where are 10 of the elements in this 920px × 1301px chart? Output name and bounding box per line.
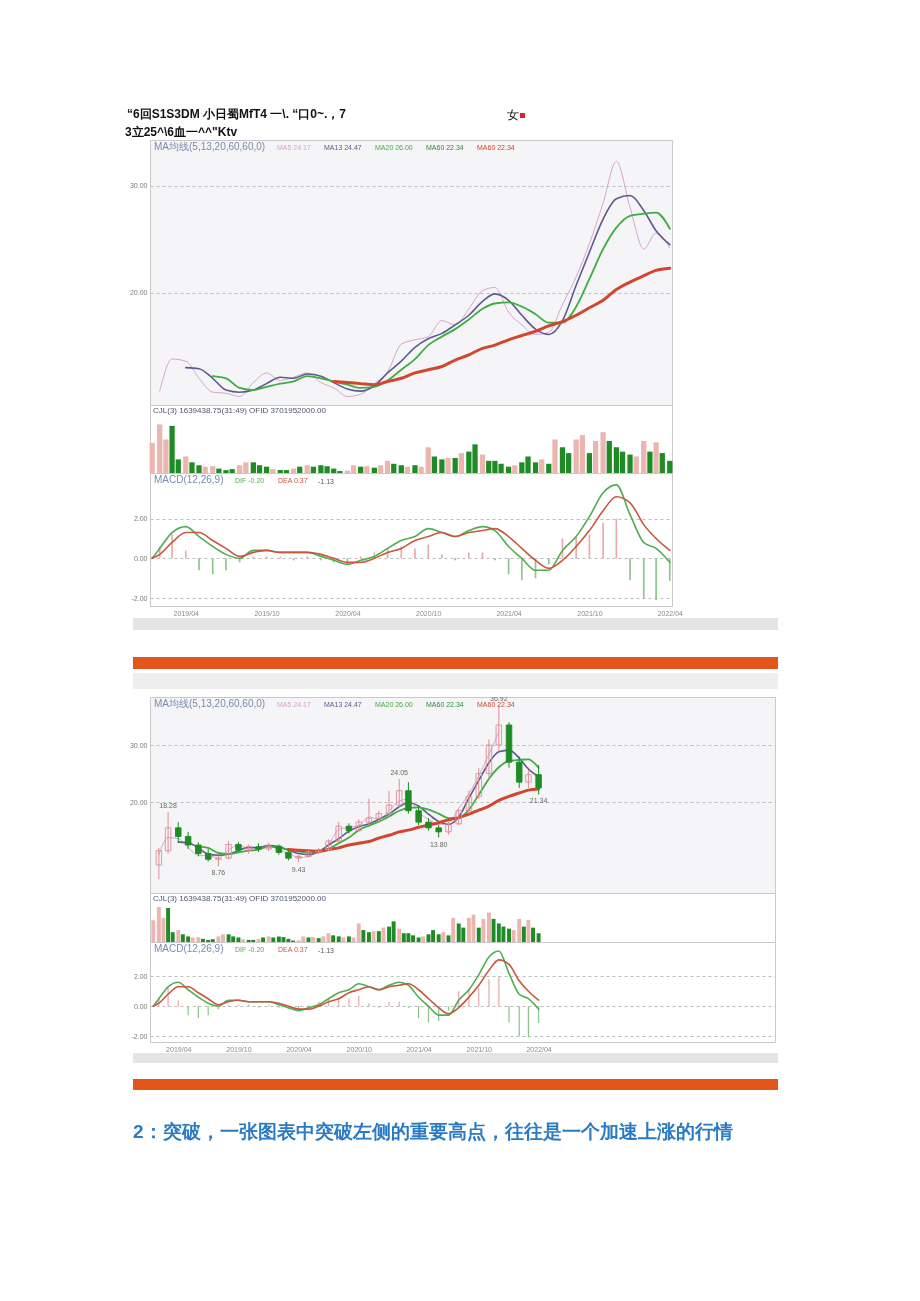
chart-title: CJL(3) 1639438.75(31:49) OFID 3701952000.00 xyxy=(153,894,327,903)
chart-subtitle: 3立25^\6血一^^"Ktv xyxy=(125,125,238,139)
legend-title: MACD(12,26,9) xyxy=(154,943,224,954)
text: 女 xyxy=(507,108,520,122)
legend-title: MA均线(5,13,20,60,60,0) xyxy=(154,698,266,709)
legend-title: MA均线(5,13,20,60,60,0) xyxy=(154,141,266,152)
text: 2：突破，一张图表中突破左侧的重要高点，往往是一个加速上涨的行情 xyxy=(133,1121,733,1143)
chart-title: CJL(3) 1639438.75(31:49) OFID 3701952000.00 xyxy=(153,406,327,415)
legend-title: MACD(12,26,9) xyxy=(154,474,224,485)
chart-title: “6回S1S3DM 小日蜀MfT4 一\. “口0~.，7 xyxy=(127,107,347,121)
